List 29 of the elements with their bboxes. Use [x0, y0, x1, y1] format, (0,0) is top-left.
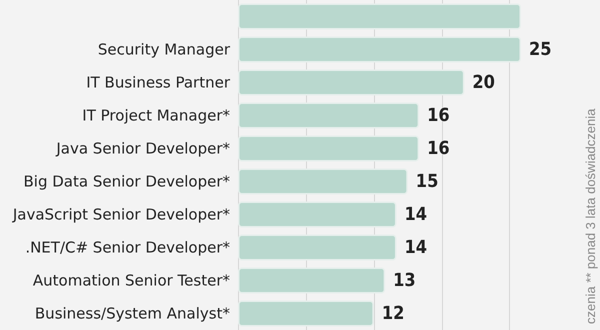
y-tick-label: Java Senior Developer* — [55, 140, 230, 158]
data-label: 14 — [404, 237, 428, 258]
data-label: 15 — [416, 171, 438, 192]
y-tick-label: Automation Senior Tester* — [32, 272, 230, 290]
data-label: 25 — [529, 39, 552, 60]
y-tick-label: Security Manager — [98, 40, 231, 58]
bar — [238, 234, 396, 260]
text: czenia ** ponad 3 lata doświadczenia — [583, 108, 598, 324]
y-tick-label: IT Project Manager* — [82, 106, 230, 124]
data-label: 12 — [382, 303, 404, 324]
data-label: 16 — [427, 138, 450, 159]
bar — [238, 268, 386, 294]
bar — [238, 102, 420, 128]
y-tick-label: .NET/C# Senior Developer* — [25, 238, 230, 256]
bar — [238, 168, 408, 194]
bar — [238, 4, 521, 30]
y-tick-label: JavaScript Senior Developer* — [12, 206, 230, 224]
bar — [238, 136, 420, 162]
bar — [238, 202, 396, 228]
bar — [238, 70, 464, 96]
data-label: 16 — [427, 105, 450, 126]
data-label: 20 — [472, 72, 495, 93]
y-tick-label: Big Data Senior Developer* — [23, 172, 230, 190]
bar — [238, 300, 374, 326]
y-tick-label: Business/System Analyst* — [34, 304, 230, 322]
y-tick-label: IT Business Partner — [86, 74, 231, 92]
data-label: 14 — [404, 204, 428, 225]
data-label: 13 — [393, 270, 416, 291]
bar — [238, 36, 521, 62]
